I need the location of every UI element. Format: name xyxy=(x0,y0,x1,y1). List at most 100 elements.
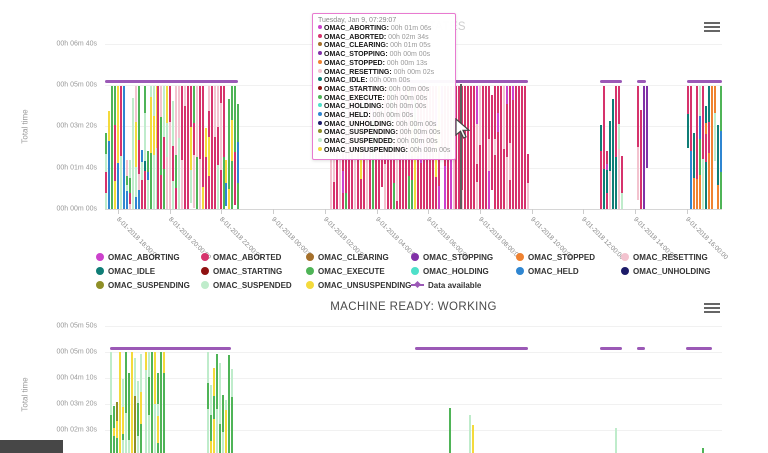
legend-item-omac-stopped[interactable]: OMAC_STOPPED xyxy=(516,250,621,264)
stacked-bar[interactable] xyxy=(698,86,701,210)
stacked-bar[interactable] xyxy=(216,86,219,209)
stacked-bar[interactable] xyxy=(130,352,133,453)
stacked-bar[interactable] xyxy=(206,352,209,453)
stacked-bar[interactable] xyxy=(484,86,487,209)
stacked-bar[interactable] xyxy=(215,353,218,453)
stacked-bar[interactable] xyxy=(165,86,168,209)
stacked-bar[interactable] xyxy=(117,86,119,209)
stacked-bar[interactable] xyxy=(171,101,174,210)
stacked-bar[interactable] xyxy=(227,98,230,209)
stacked-bar[interactable] xyxy=(213,86,216,209)
stacked-bar[interactable] xyxy=(144,86,146,209)
stacked-bar[interactable] xyxy=(180,86,183,209)
legend-item-omac-aborted[interactable]: OMAC_ABORTED xyxy=(201,250,306,264)
stacked-bar[interactable] xyxy=(645,86,648,209)
stacked-bar[interactable] xyxy=(508,86,511,209)
stacked-bar[interactable] xyxy=(147,150,149,209)
stacked-bar[interactable] xyxy=(126,159,128,209)
legend-item-omac-resetting[interactable]: OMAC_RESETTING xyxy=(621,250,726,264)
stacked-bar[interactable] xyxy=(517,86,520,209)
stacked-bar[interactable] xyxy=(219,86,222,209)
stacked-bar[interactable] xyxy=(686,86,689,209)
stacked-bar[interactable] xyxy=(212,367,215,453)
stacked-bar[interactable] xyxy=(602,86,605,209)
stacked-bar[interactable] xyxy=(505,86,508,209)
stacked-bar[interactable] xyxy=(701,86,704,209)
stacked-bar[interactable] xyxy=(189,86,192,209)
legend-item-omac-aborting[interactable]: OMAC_ABORTING xyxy=(96,250,201,264)
stacked-bar[interactable] xyxy=(713,86,716,209)
stacked-bar[interactable] xyxy=(487,86,490,209)
stacked-bar[interactable] xyxy=(478,86,481,209)
stacked-bar[interactable] xyxy=(114,86,116,209)
stacked-bar[interactable] xyxy=(719,86,722,209)
stacked-bar[interactable] xyxy=(472,424,475,453)
stacked-bar[interactable] xyxy=(689,86,692,209)
stacked-bar[interactable] xyxy=(639,109,642,209)
legend-item-omac-suspended[interactable]: OMAC_SUSPENDED xyxy=(201,278,306,292)
stacked-bar[interactable] xyxy=(105,132,107,209)
stacked-bar[interactable] xyxy=(526,153,529,209)
stacked-bar[interactable] xyxy=(209,385,212,453)
stacked-bar[interactable] xyxy=(469,414,471,453)
stacked-bar[interactable] xyxy=(210,86,213,209)
legend-item-omac-stopping[interactable]: OMAC_STOPPING xyxy=(411,250,516,264)
stacked-bar[interactable] xyxy=(233,86,236,209)
stacked-bar[interactable] xyxy=(695,86,698,209)
stacked-bar[interactable] xyxy=(207,86,210,209)
stacked-bar[interactable] xyxy=(222,86,225,209)
legend-item-omac-execute[interactable]: OMAC_EXECUTE xyxy=(306,264,411,278)
stacked-bar[interactable] xyxy=(127,373,130,453)
stacked-bar[interactable] xyxy=(469,86,472,209)
stacked-bar[interactable] xyxy=(160,352,163,453)
stacked-bar[interactable] xyxy=(150,86,152,209)
stacked-bar[interactable] xyxy=(230,86,233,209)
stacked-bar[interactable] xyxy=(109,352,112,453)
stacked-bar[interactable] xyxy=(707,86,710,209)
stacked-bar[interactable] xyxy=(201,86,204,209)
stacked-bar[interactable] xyxy=(154,352,157,453)
stacked-bar[interactable] xyxy=(523,86,526,209)
legend-item-omac-clearing[interactable]: OMAC_CLEARING xyxy=(306,250,411,264)
stacked-bar[interactable] xyxy=(123,86,125,209)
stacked-bar[interactable] xyxy=(168,86,171,209)
stacked-bar[interactable] xyxy=(496,86,499,210)
chart1-menu-button[interactable] xyxy=(704,22,720,34)
stacked-bar[interactable] xyxy=(614,86,617,209)
stacked-bar[interactable] xyxy=(614,427,617,453)
stacked-bar[interactable] xyxy=(617,86,620,210)
stacked-bar[interactable] xyxy=(145,352,148,453)
stacked-bar[interactable] xyxy=(148,352,151,453)
stacked-bar[interactable] xyxy=(716,124,719,209)
legend-item-omac-held[interactable]: OMAC_HELD xyxy=(516,264,621,278)
stacked-bar[interactable] xyxy=(135,86,137,210)
stacked-bar[interactable] xyxy=(230,369,233,453)
stacked-bar[interactable] xyxy=(163,352,166,453)
legend-item-omac-holding[interactable]: OMAC_HOLDING xyxy=(411,264,516,278)
legend-item-omac-idle[interactable]: OMAC_IDLE xyxy=(96,264,201,278)
stacked-bar[interactable] xyxy=(490,94,493,210)
stacked-bar[interactable] xyxy=(463,86,466,209)
stacked-bar[interactable] xyxy=(111,86,113,210)
stacked-bar[interactable] xyxy=(177,86,180,209)
stacked-bar[interactable] xyxy=(120,86,122,209)
stacked-bar[interactable] xyxy=(121,378,124,453)
stacked-bar[interactable] xyxy=(118,352,121,453)
stacked-bar[interactable] xyxy=(174,86,177,209)
stacked-bar[interactable] xyxy=(195,86,198,209)
stacked-bar[interactable] xyxy=(449,407,452,453)
stacked-bar[interactable] xyxy=(108,110,110,209)
stacked-bar[interactable] xyxy=(642,86,645,209)
stacked-bar[interactable] xyxy=(702,447,705,453)
stacked-bar[interactable] xyxy=(151,352,154,453)
stacked-bar[interactable] xyxy=(605,150,608,209)
stacked-bar[interactable] xyxy=(133,357,136,453)
stacked-bar[interactable] xyxy=(692,133,695,209)
stacked-bar[interactable] xyxy=(704,105,707,209)
stacked-bar[interactable] xyxy=(636,86,639,209)
stacked-bar[interactable] xyxy=(192,86,195,209)
stacked-bar[interactable] xyxy=(502,86,505,209)
chart2-menu-button[interactable] xyxy=(704,303,720,315)
stacked-bar[interactable] xyxy=(139,353,142,453)
stacked-bar[interactable] xyxy=(132,98,134,209)
